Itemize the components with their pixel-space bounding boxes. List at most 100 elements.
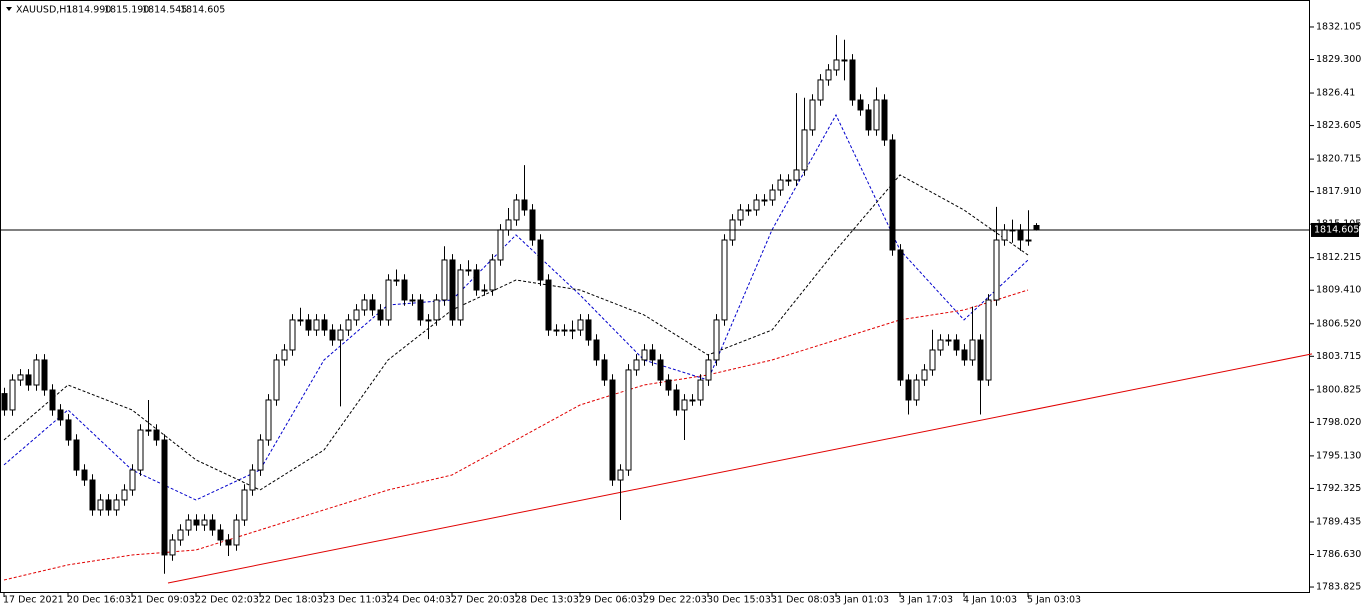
candle-body: [481, 289, 488, 292]
candle-body: [969, 339, 976, 361]
y-tick-label: 1832.105: [1316, 21, 1361, 32]
y-tick-label: 1798.020: [1316, 417, 1361, 428]
x-tick-label: 3 Jan 17:03: [899, 595, 953, 606]
candle-body: [745, 209, 752, 212]
x-tick-label: 28 Dec 13:03: [515, 595, 579, 606]
candle-body: [521, 199, 528, 211]
candle-body: [97, 499, 104, 511]
x-tick-label: 23 Dec 11:03: [323, 595, 387, 606]
moving-average: [3, 174, 1029, 491]
y-tick-label: 1800.825: [1316, 384, 1361, 395]
candle-body: [449, 259, 456, 321]
candle-body: [385, 279, 392, 321]
y-tick-label: 1806.520: [1316, 318, 1361, 329]
candle-body: [705, 359, 712, 381]
candle-body: [921, 369, 928, 381]
candle-body: [825, 69, 832, 81]
x-tick-label: 29 Dec 06:03: [579, 595, 643, 606]
y-tick-label: 1792.325: [1316, 483, 1361, 494]
candle-body: [841, 59, 848, 62]
candle-body: [321, 319, 328, 331]
moving-average: [3, 113, 1029, 501]
candle-body: [545, 279, 552, 331]
candle-body: [441, 259, 448, 301]
candle-body: [137, 429, 144, 471]
x-tick-label: 3 Jan 01:03: [835, 595, 889, 606]
x-tick-label: 21 Dec 09:03: [131, 595, 195, 606]
candle-body: [833, 59, 840, 71]
x-tick-label: 22 Dec 18:03: [259, 595, 323, 606]
candle-body: [953, 339, 960, 351]
candle-body: [1, 393, 8, 411]
candle-body: [193, 519, 200, 526]
candle-body: [217, 529, 224, 541]
menu-arrow[interactable]: [6, 7, 12, 11]
candle-body: [465, 269, 472, 272]
candle-body: [633, 359, 640, 371]
candle-body: [1025, 239, 1032, 242]
candle-body: [377, 309, 384, 321]
candle-body: [873, 99, 880, 131]
symbol: XAUUSD,H1: [16, 5, 72, 16]
ohlc-low: 1814.545: [142, 5, 187, 16]
ohlc-close: 1814.605: [180, 5, 225, 16]
y-tick-label: 1795.130: [1316, 450, 1361, 461]
x-tick-label: 31 Dec 08:03: [771, 595, 835, 606]
candle-body: [905, 379, 912, 401]
candle-body: [529, 209, 536, 241]
candle-body: [809, 99, 816, 131]
candle-body: [801, 129, 808, 171]
candle-body: [65, 419, 72, 441]
x-tick-label: 17 Dec 2021: [3, 595, 64, 606]
candle-body: [257, 439, 264, 471]
candle-body: [625, 369, 632, 471]
candle-body: [201, 519, 208, 526]
y-tick-label: 1829.300: [1316, 54, 1361, 65]
candle-body: [761, 199, 768, 202]
ohlc-open: 1814.990: [66, 5, 111, 16]
candle-body: [889, 139, 896, 251]
candle-body: [929, 349, 936, 371]
candle-body: [89, 479, 96, 511]
candle-body: [649, 349, 656, 361]
candle-body: [881, 99, 888, 141]
candle-body: [785, 179, 792, 182]
candle-body: [177, 529, 184, 541]
candle-body: [209, 519, 216, 531]
x-tick-label: 20 Dec 16:03: [67, 595, 131, 606]
y-tick-label: 1826.41: [1316, 88, 1355, 99]
candle-body: [737, 209, 744, 221]
candle-body: [513, 199, 520, 221]
candle-body: [857, 99, 864, 111]
candle-body: [961, 349, 968, 361]
candle-body: [1033, 225, 1040, 231]
candle-body: [577, 319, 584, 331]
x-tick-label: 30 Dec 15:03: [707, 595, 771, 606]
candle-body: [425, 319, 432, 322]
candle-body: [145, 429, 152, 432]
ohlc-high: 1815.190: [104, 5, 149, 16]
candle-body: [225, 539, 232, 546]
candle-body: [977, 339, 984, 381]
candle-body: [129, 469, 136, 491]
y-tick-label: 1820.715: [1316, 154, 1361, 165]
candle-body: [553, 329, 560, 332]
candle-body: [985, 299, 992, 381]
candle-body: [57, 409, 64, 421]
candle-body: [601, 359, 608, 381]
x-tick-label: 4 Jan 10:03: [963, 595, 1017, 606]
candle-body: [561, 329, 568, 332]
candle-body: [1017, 229, 1024, 241]
candle-body: [585, 319, 592, 341]
candle-body: [153, 429, 160, 441]
candle-body: [865, 109, 872, 131]
y-tick-label: 1823.605: [1316, 120, 1361, 131]
candle-body: [409, 299, 416, 302]
plot-frame: [0, 0, 1310, 593]
candle-body: [81, 469, 88, 481]
candle-body: [417, 299, 424, 321]
candle-body: [185, 519, 192, 531]
candle-body: [937, 339, 944, 351]
candle-body: [993, 239, 1000, 301]
